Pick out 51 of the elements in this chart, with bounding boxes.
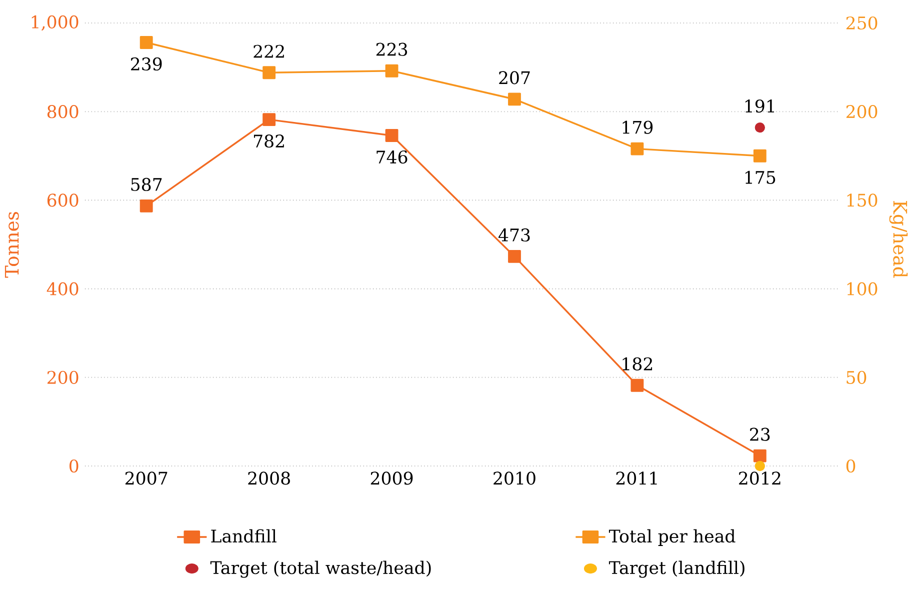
data-label: 175 xyxy=(745,170,776,184)
point xyxy=(262,113,276,126)
y-axis-title: Tonnes xyxy=(4,212,19,278)
y2-tick-label: 50 xyxy=(846,370,866,384)
y-tick-label: 1,000 xyxy=(32,15,78,31)
y-tick-label: 800 xyxy=(47,105,78,118)
x-tick-label: 2012 xyxy=(739,472,780,485)
point xyxy=(754,122,765,133)
x-tick-label: 2008 xyxy=(248,472,290,485)
y2-axis-title: Kg/head xyxy=(889,201,908,278)
point xyxy=(754,460,765,472)
data-label: 207 xyxy=(499,71,530,84)
y-tick-label: 0 xyxy=(70,459,78,473)
point xyxy=(508,250,521,263)
y2-tick-label: 100 xyxy=(847,282,878,296)
y2-tick-label: 0 xyxy=(846,459,856,473)
legend-label: Target (total waste/head) xyxy=(210,560,431,578)
point xyxy=(753,449,766,462)
data-label: 587 xyxy=(131,178,162,192)
legend-label: Total per head xyxy=(608,529,736,546)
data-label: 473 xyxy=(498,228,530,242)
y2-tick-label: 250 xyxy=(846,16,878,30)
point xyxy=(262,66,276,80)
data-label: 179 xyxy=(622,120,653,134)
y-tick-label: 400 xyxy=(46,282,78,296)
point xyxy=(753,149,766,162)
point xyxy=(630,378,644,392)
y2-tick-label: 150 xyxy=(847,194,878,207)
x-tick-label: 2011 xyxy=(616,472,657,485)
legend-label: Landfill xyxy=(211,529,276,543)
data-label: 182 xyxy=(622,357,652,370)
y-tick-label: 600 xyxy=(47,194,78,207)
x-tick-label: 2007 xyxy=(125,472,168,485)
data-label: 223 xyxy=(376,42,408,56)
legend-label: Target (landfill) xyxy=(608,560,744,578)
point xyxy=(385,129,398,142)
data-label: 239 xyxy=(130,57,162,71)
data-label: 782 xyxy=(254,134,284,148)
y2-tick-label: 200 xyxy=(846,105,878,118)
y-tick-label: 200 xyxy=(47,370,78,384)
point xyxy=(385,64,398,78)
x-tick-label: 2010 xyxy=(494,472,536,485)
point xyxy=(630,142,644,156)
x-tick-label: 2009 xyxy=(370,472,413,485)
point xyxy=(140,199,153,212)
point xyxy=(140,36,153,49)
point xyxy=(508,92,521,106)
data-label: 191 xyxy=(745,100,774,113)
data-label: 222 xyxy=(254,44,284,58)
data-label: 746 xyxy=(376,150,408,164)
data-label: 23 xyxy=(750,428,770,441)
